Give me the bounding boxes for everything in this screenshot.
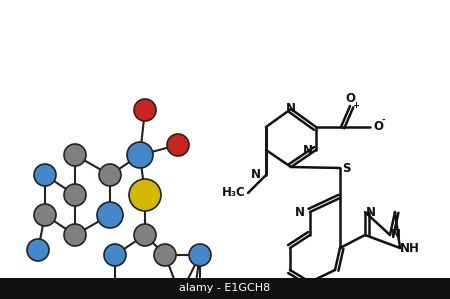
Text: H₃C: H₃C	[222, 187, 246, 199]
Text: +: +	[352, 101, 360, 111]
Text: NH: NH	[400, 242, 420, 254]
Text: N: N	[303, 144, 313, 156]
Circle shape	[154, 244, 176, 266]
Bar	[0, 278, 450, 299]
Text: N: N	[251, 169, 261, 181]
Circle shape	[189, 284, 211, 299]
Circle shape	[189, 244, 211, 266]
Circle shape	[97, 202, 123, 228]
Circle shape	[129, 179, 161, 211]
Text: alamy - E1GCH8: alamy - E1GCH8	[180, 283, 270, 293]
Circle shape	[127, 142, 153, 168]
Text: O: O	[373, 120, 383, 133]
Circle shape	[64, 184, 86, 206]
Text: N: N	[305, 283, 315, 297]
Circle shape	[34, 204, 56, 226]
Text: S: S	[342, 161, 350, 175]
Circle shape	[64, 224, 86, 246]
Circle shape	[99, 164, 121, 186]
Circle shape	[27, 239, 49, 261]
Text: N: N	[391, 228, 401, 242]
Circle shape	[134, 224, 156, 246]
Circle shape	[169, 284, 191, 299]
Text: N: N	[295, 205, 305, 219]
Circle shape	[104, 244, 126, 266]
Text: -: -	[381, 115, 385, 124]
Circle shape	[34, 164, 56, 186]
Text: N: N	[366, 205, 376, 219]
Text: O: O	[345, 91, 355, 104]
Circle shape	[134, 99, 156, 121]
Text: N: N	[286, 103, 296, 115]
Circle shape	[104, 284, 126, 299]
Circle shape	[64, 144, 86, 166]
Circle shape	[167, 134, 189, 156]
